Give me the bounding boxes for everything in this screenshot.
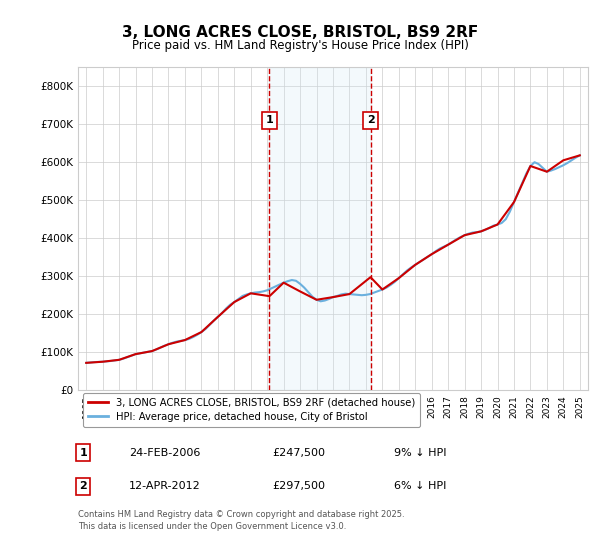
Text: 6% ↓ HPI: 6% ↓ HPI — [394, 482, 446, 491]
Text: 1: 1 — [79, 448, 87, 458]
Bar — [269, 67, 371, 390]
Legend: 3, LONG ACRES CLOSE, BRISTOL, BS9 2RF (detached house), HPI: Average price, deta: 3, LONG ACRES CLOSE, BRISTOL, BS9 2RF (d… — [83, 393, 420, 427]
Text: £297,500: £297,500 — [272, 482, 325, 491]
Text: 3, LONG ACRES CLOSE, BRISTOL, BS9 2RF: 3, LONG ACRES CLOSE, BRISTOL, BS9 2RF — [122, 25, 478, 40]
Text: £247,500: £247,500 — [272, 448, 325, 458]
Text: 1: 1 — [266, 115, 274, 125]
Text: 2: 2 — [367, 115, 374, 125]
Text: 24-FEB-2006: 24-FEB-2006 — [129, 448, 200, 458]
Text: 9% ↓ HPI: 9% ↓ HPI — [394, 448, 446, 458]
Text: Price paid vs. HM Land Registry's House Price Index (HPI): Price paid vs. HM Land Registry's House … — [131, 39, 469, 52]
Text: 12-APR-2012: 12-APR-2012 — [129, 482, 201, 491]
Text: 2: 2 — [79, 482, 87, 491]
Text: Contains HM Land Registry data © Crown copyright and database right 2025.
This d: Contains HM Land Registry data © Crown c… — [78, 510, 404, 530]
